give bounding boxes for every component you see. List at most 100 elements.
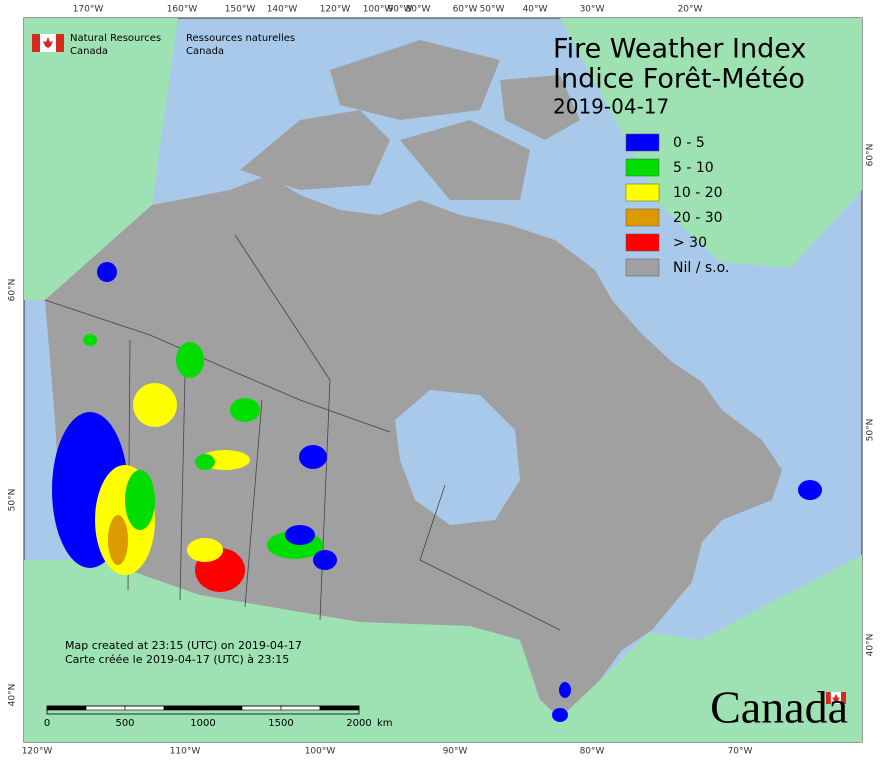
fire-patch bbox=[299, 445, 327, 469]
graticule-label: 50°N bbox=[8, 489, 18, 512]
fire-patch bbox=[176, 342, 204, 378]
graticule-label: 50°W bbox=[480, 5, 505, 15]
legend-label: 0 - 5 bbox=[673, 135, 705, 151]
graticule-label: 30°W bbox=[580, 5, 605, 15]
arctic-island bbox=[500, 75, 580, 140]
scale-tick-label: 500 bbox=[115, 718, 134, 729]
fire-patch bbox=[187, 538, 223, 562]
graticule-label: 120°W bbox=[320, 5, 351, 15]
department-fr: Canada bbox=[186, 46, 224, 57]
boundary bbox=[419, 484, 561, 631]
legend-swatch bbox=[625, 258, 660, 277]
greenland bbox=[560, 18, 862, 268]
graticule-label: 150°W bbox=[225, 5, 256, 15]
fire-patch bbox=[559, 682, 571, 698]
fire-patch bbox=[195, 454, 215, 470]
arctic-island bbox=[400, 120, 530, 200]
legend-label: Nil / s.o. bbox=[673, 260, 729, 276]
alaska bbox=[24, 18, 178, 300]
fire-patch bbox=[83, 334, 97, 346]
boundary bbox=[244, 399, 263, 608]
department-fr: Ressources naturelles bbox=[186, 33, 295, 44]
scale-segment bbox=[241, 705, 282, 711]
boundary bbox=[179, 374, 186, 601]
graticule-label: 40°N bbox=[8, 684, 18, 707]
legend-label: 5 - 10 bbox=[673, 160, 714, 176]
fire-patch bbox=[313, 550, 337, 570]
legend-swatch bbox=[625, 158, 660, 177]
boundary bbox=[44, 299, 391, 433]
graticule-label: 90°W bbox=[443, 747, 468, 757]
arctic-island bbox=[330, 40, 500, 120]
legend-swatch bbox=[625, 183, 660, 202]
legend-swatch bbox=[625, 233, 660, 252]
fire-patch bbox=[108, 515, 128, 565]
graticule-label: 110°W bbox=[170, 747, 201, 757]
arctic-island bbox=[240, 110, 390, 190]
legend-swatch bbox=[625, 208, 660, 227]
graticule-label: 60°N bbox=[8, 279, 18, 302]
boundary bbox=[234, 234, 331, 381]
united-states bbox=[24, 555, 862, 742]
title-fr: Indice Forêt-Météo bbox=[553, 64, 805, 95]
graticule-label: 60°W bbox=[453, 5, 478, 15]
boundary bbox=[319, 379, 331, 621]
graticule-label: 80°W bbox=[580, 747, 605, 757]
scale-segment bbox=[319, 705, 360, 711]
title-en: Fire Weather Index bbox=[553, 34, 806, 65]
map-date: 2019-04-17 bbox=[553, 95, 669, 119]
fire-patch bbox=[552, 708, 568, 722]
legend-label: 10 - 20 bbox=[673, 185, 723, 201]
graticule-label: 50°N bbox=[866, 419, 876, 442]
scale-tick-label: 1500 bbox=[268, 718, 293, 729]
department-en: Canada bbox=[70, 46, 108, 57]
fire-patch bbox=[97, 262, 117, 282]
scale-segment bbox=[124, 705, 165, 711]
graticule-label: 140°W bbox=[267, 5, 298, 15]
legend-label: 20 - 30 bbox=[673, 210, 723, 226]
scale-segment bbox=[46, 705, 87, 711]
logo-flag bbox=[32, 34, 64, 52]
fire-patch bbox=[230, 398, 260, 422]
graticule-label: 160°W bbox=[167, 5, 198, 15]
fire-patch bbox=[133, 383, 177, 427]
scale-segment bbox=[163, 705, 204, 711]
graticule-label: 100°W bbox=[363, 5, 394, 15]
graticule-label: 90°W bbox=[388, 5, 413, 15]
header: Natural Resources Canada Ressources nature… bbox=[70, 33, 295, 57]
legend-label: > 30 bbox=[673, 235, 707, 251]
scale-tick-label: 0 bbox=[44, 718, 50, 729]
graticule-label: 20°W bbox=[678, 5, 703, 15]
credit-line: Carte créée le 2019-04-17 (UTC) à 23:15 bbox=[65, 653, 289, 666]
graticule-label: 70°W bbox=[728, 747, 753, 757]
scale-segment bbox=[280, 705, 321, 711]
scale-segment bbox=[85, 705, 126, 711]
graticule-label: 60°N bbox=[866, 144, 876, 167]
graticule-label: 40°W bbox=[523, 5, 548, 15]
graticule-label: 80°W bbox=[406, 5, 431, 15]
legend: 0 - 5 5 - 10 10 - 20 20 - 30 > 30 Nil / s.o. bbox=[625, 133, 729, 277]
scale-unit: km bbox=[377, 718, 393, 729]
fire-patch bbox=[285, 525, 315, 545]
hudson-bay bbox=[395, 390, 520, 525]
wordmark-flag bbox=[826, 691, 846, 705]
fire-patch bbox=[125, 470, 155, 530]
fire-patch bbox=[798, 480, 822, 500]
scale-segment bbox=[202, 705, 243, 711]
scale-frame bbox=[46, 705, 360, 715]
legend-swatch bbox=[625, 133, 660, 152]
scale-tick-label: 1000 bbox=[190, 718, 215, 729]
department-en: Natural Resources bbox=[70, 33, 161, 44]
graticule-label: 170°W bbox=[73, 5, 104, 15]
scale-bar: 0 500 1000 1500 2000 km bbox=[44, 705, 393, 729]
credit-line: Map created at 23:15 (UTC) on 2019-04-17 bbox=[65, 639, 302, 652]
graticule-label: 120°W bbox=[22, 747, 53, 757]
graticule: 170°W 160°W 150°W 140°W 120°W 100°W90°W80°W 60… bbox=[8, 5, 876, 757]
graticule-label: 40°N bbox=[866, 634, 876, 657]
wordmark: Canada bbox=[710, 682, 848, 733]
graticule-label: 100°W bbox=[305, 747, 336, 757]
scale-tick-label: 2000 bbox=[346, 718, 371, 729]
